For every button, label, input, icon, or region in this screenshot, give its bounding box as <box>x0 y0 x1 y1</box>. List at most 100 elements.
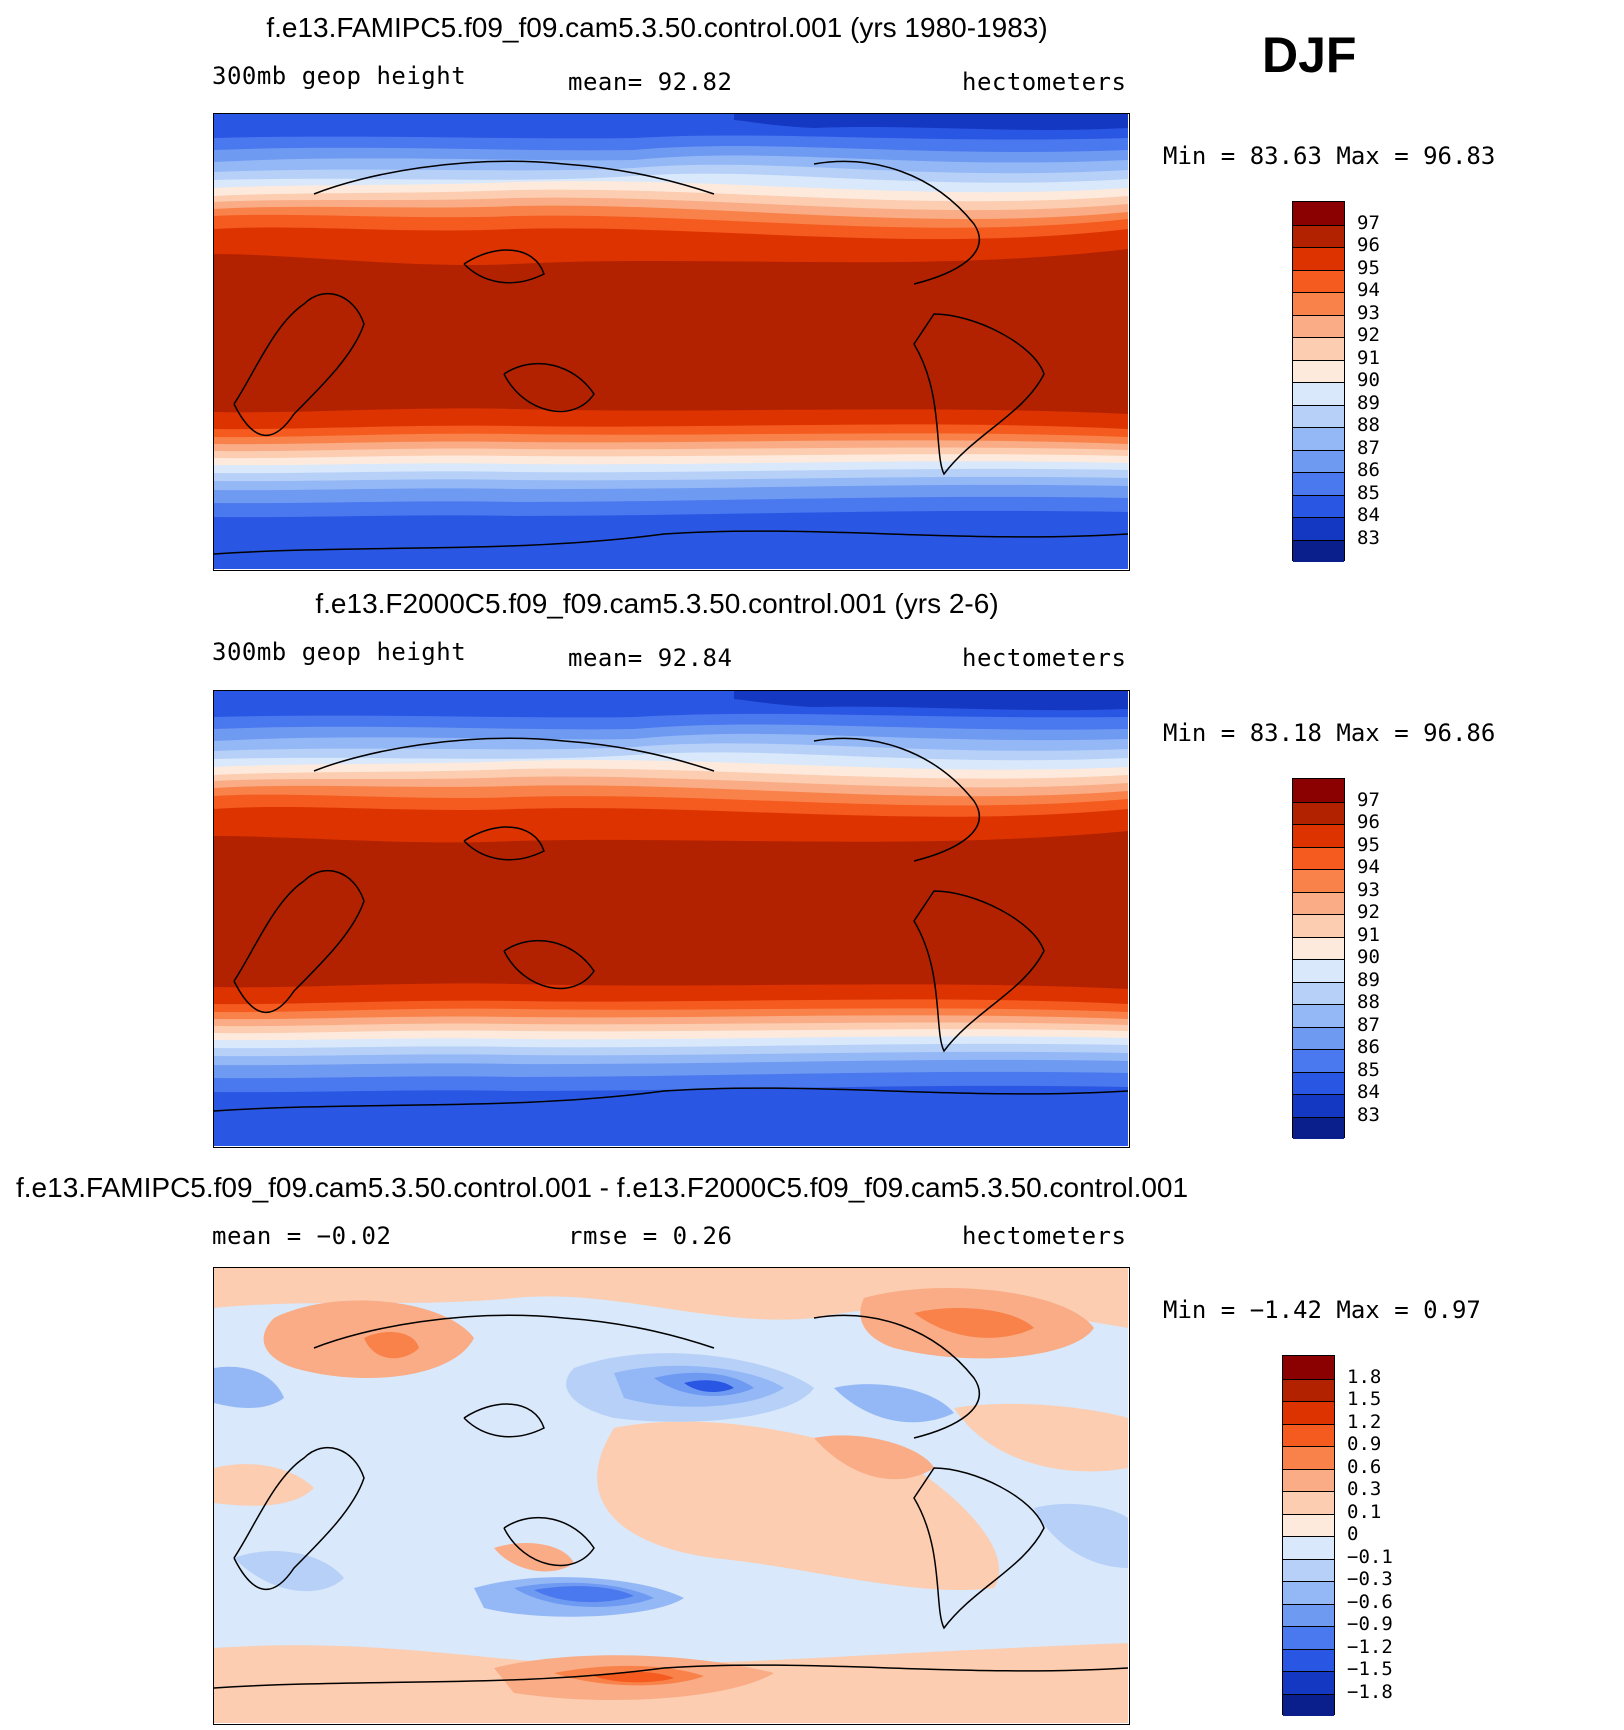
colorbar-tick-label: 83 <box>1357 526 1380 549</box>
season-label: DJF <box>1262 27 1357 83</box>
colorbar-cell <box>1283 1513 1334 1536</box>
colorbar-tick-label: −0.1 <box>1347 1545 1393 1568</box>
colorbar-tick-label: 0.6 <box>1347 1455 1382 1478</box>
colorbar-cell <box>1283 1626 1334 1649</box>
colorbar-cell <box>1293 539 1344 562</box>
colorbar-tick-label: 86 <box>1357 459 1380 481</box>
colorbar-tick-label: 1.8 <box>1347 1365 1382 1388</box>
panel-3-min-max: Min = −1.42 Max = 0.97 <box>1163 1296 1481 1324</box>
colorbar-tick-label: 91 <box>1357 346 1380 369</box>
panel-2-map <box>213 690 1130 1148</box>
colorbar-tick-label: 88 <box>1357 414 1380 436</box>
panel-2-colorbar-box <box>1292 778 1345 1139</box>
colorbar-cell <box>1293 869 1344 892</box>
panel-1-map <box>213 113 1130 571</box>
colorbar-cell <box>1293 359 1344 382</box>
colorbar-tick-label: 87 <box>1357 1013 1380 1036</box>
panel-1-contour-field <box>214 114 1128 569</box>
colorbar-tick-label: 0.9 <box>1347 1433 1382 1455</box>
colorbar-tick-label: 95 <box>1357 833 1380 856</box>
colorbar-cell <box>1293 382 1344 405</box>
colorbar-tick-label: 95 <box>1357 256 1380 279</box>
panel-3-title: f.e13.FAMIPC5.f09_f09.cam5.3.50.control.… <box>16 1172 1189 1203</box>
colorbar-tick-label: −1.8 <box>1347 1680 1393 1703</box>
panel-3-units-label: hectometers <box>962 1222 1127 1250</box>
colorbar-cell <box>1293 824 1344 847</box>
colorbar-cell <box>1283 1401 1334 1424</box>
colorbar-cell <box>1293 779 1344 802</box>
panel-1-colorbar: 97 96 95 94 93 92 91 90 89 88 87 86 85 84 83 <box>1292 201 1472 562</box>
colorbar-cell <box>1293 472 1344 495</box>
colorbar-tick-label: 85 <box>1357 1058 1380 1081</box>
colorbar-cell <box>1293 959 1344 982</box>
colorbar-cell <box>1293 292 1344 315</box>
colorbar-tick-label: 96 <box>1357 234 1380 256</box>
colorbar-tick-label: 0.1 <box>1347 1500 1382 1523</box>
colorbar-tick-label: 88 <box>1357 991 1380 1013</box>
colorbar-tick-label: 93 <box>1357 301 1380 324</box>
panel-1-min-max: Min = 83.63 Max = 96.83 <box>1163 142 1496 170</box>
panel-1-mean-label: mean= 92.82 <box>568 68 733 96</box>
colorbar-tick-label: −1.2 <box>1347 1635 1393 1658</box>
colorbar-tick-label: 94 <box>1357 856 1380 878</box>
colorbar-cell <box>1293 1094 1344 1117</box>
colorbar-cell <box>1293 404 1344 427</box>
colorbar-cell <box>1283 1356 1334 1379</box>
panel-3-contour-field <box>214 1268 1128 1723</box>
colorbar-tick-label: 83 <box>1357 1103 1380 1126</box>
colorbar-tick-label: 96 <box>1357 811 1380 833</box>
colorbar-tick-label: 90 <box>1357 369 1380 391</box>
colorbar-cell <box>1293 247 1344 270</box>
colorbar-cell <box>1293 1071 1344 1094</box>
colorbar-cell <box>1293 1026 1344 1049</box>
colorbar-cell <box>1293 846 1344 869</box>
colorbar-cell <box>1293 314 1344 337</box>
colorbar-tick-label: −0.6 <box>1347 1590 1393 1613</box>
colorbar-tick-label: 97 <box>1357 788 1380 811</box>
colorbar-cell <box>1293 202 1344 225</box>
panel-3-map <box>213 1267 1130 1725</box>
colorbar-tick-label: 92 <box>1357 901 1380 923</box>
colorbar-tick-label: 85 <box>1357 481 1380 504</box>
panel-3-colorbar: 1.8 1.5 1.2 0.9 0.6 0.3 0.1 0 −0.1 −0.3 −0.6 −0.9 −1… <box>1282 1355 1472 1716</box>
colorbar-tick-label: 86 <box>1357 1036 1380 1058</box>
colorbar-tick-label: 87 <box>1357 436 1380 459</box>
colorbar-cell <box>1283 1423 1334 1446</box>
colorbar-cell <box>1293 1049 1344 1072</box>
colorbar-cell <box>1293 494 1344 517</box>
panel-2-contour-field <box>214 691 1128 1146</box>
colorbar-cell <box>1283 1671 1334 1694</box>
panel-1-colorbar-box <box>1292 201 1345 562</box>
colorbar-tick-label: −1.5 <box>1347 1658 1393 1680</box>
colorbar-tick-label: 1.2 <box>1347 1410 1382 1433</box>
panel-2-title: f.e13.F2000C5.f09_f09.cam5.3.50.control.… <box>315 588 999 619</box>
colorbar-cell <box>1283 1446 1334 1469</box>
colorbar-tick-label: 90 <box>1357 946 1380 968</box>
colorbar-cell <box>1293 224 1344 247</box>
colorbar-tick-label: −0.3 <box>1347 1568 1393 1590</box>
colorbar-cell <box>1283 1581 1334 1604</box>
colorbar-cell <box>1283 1378 1334 1401</box>
colorbar-cell <box>1283 1491 1334 1514</box>
panel-3-mean-label: mean = −0.02 <box>212 1222 392 1250</box>
colorbar-cell <box>1293 1116 1344 1139</box>
colorbar-tick-label: −0.9 <box>1347 1613 1393 1635</box>
colorbar-cell <box>1293 801 1344 824</box>
colorbar-cell <box>1293 936 1344 959</box>
colorbar-cell <box>1293 449 1344 472</box>
colorbar-cell <box>1283 1693 1334 1716</box>
panel-2-min-max: Min = 83.18 Max = 96.86 <box>1163 719 1496 747</box>
colorbar-tick-label: 89 <box>1357 968 1380 991</box>
colorbar-cell <box>1293 914 1344 937</box>
colorbar-tick-label: 92 <box>1357 324 1380 346</box>
colorbar-cell <box>1283 1468 1334 1491</box>
colorbar-tick-label: 89 <box>1357 391 1380 414</box>
colorbar-tick-label: 1.5 <box>1347 1388 1382 1410</box>
colorbar-cell <box>1293 891 1344 914</box>
colorbar-tick-label: 84 <box>1357 504 1380 526</box>
colorbar-cell <box>1293 981 1344 1004</box>
colorbar-tick-label: 97 <box>1357 211 1380 234</box>
panel-3-colorbar-box <box>1282 1355 1335 1716</box>
colorbar-tick-label: 93 <box>1357 878 1380 901</box>
colorbar-tick-label: 0 <box>1347 1523 1359 1545</box>
